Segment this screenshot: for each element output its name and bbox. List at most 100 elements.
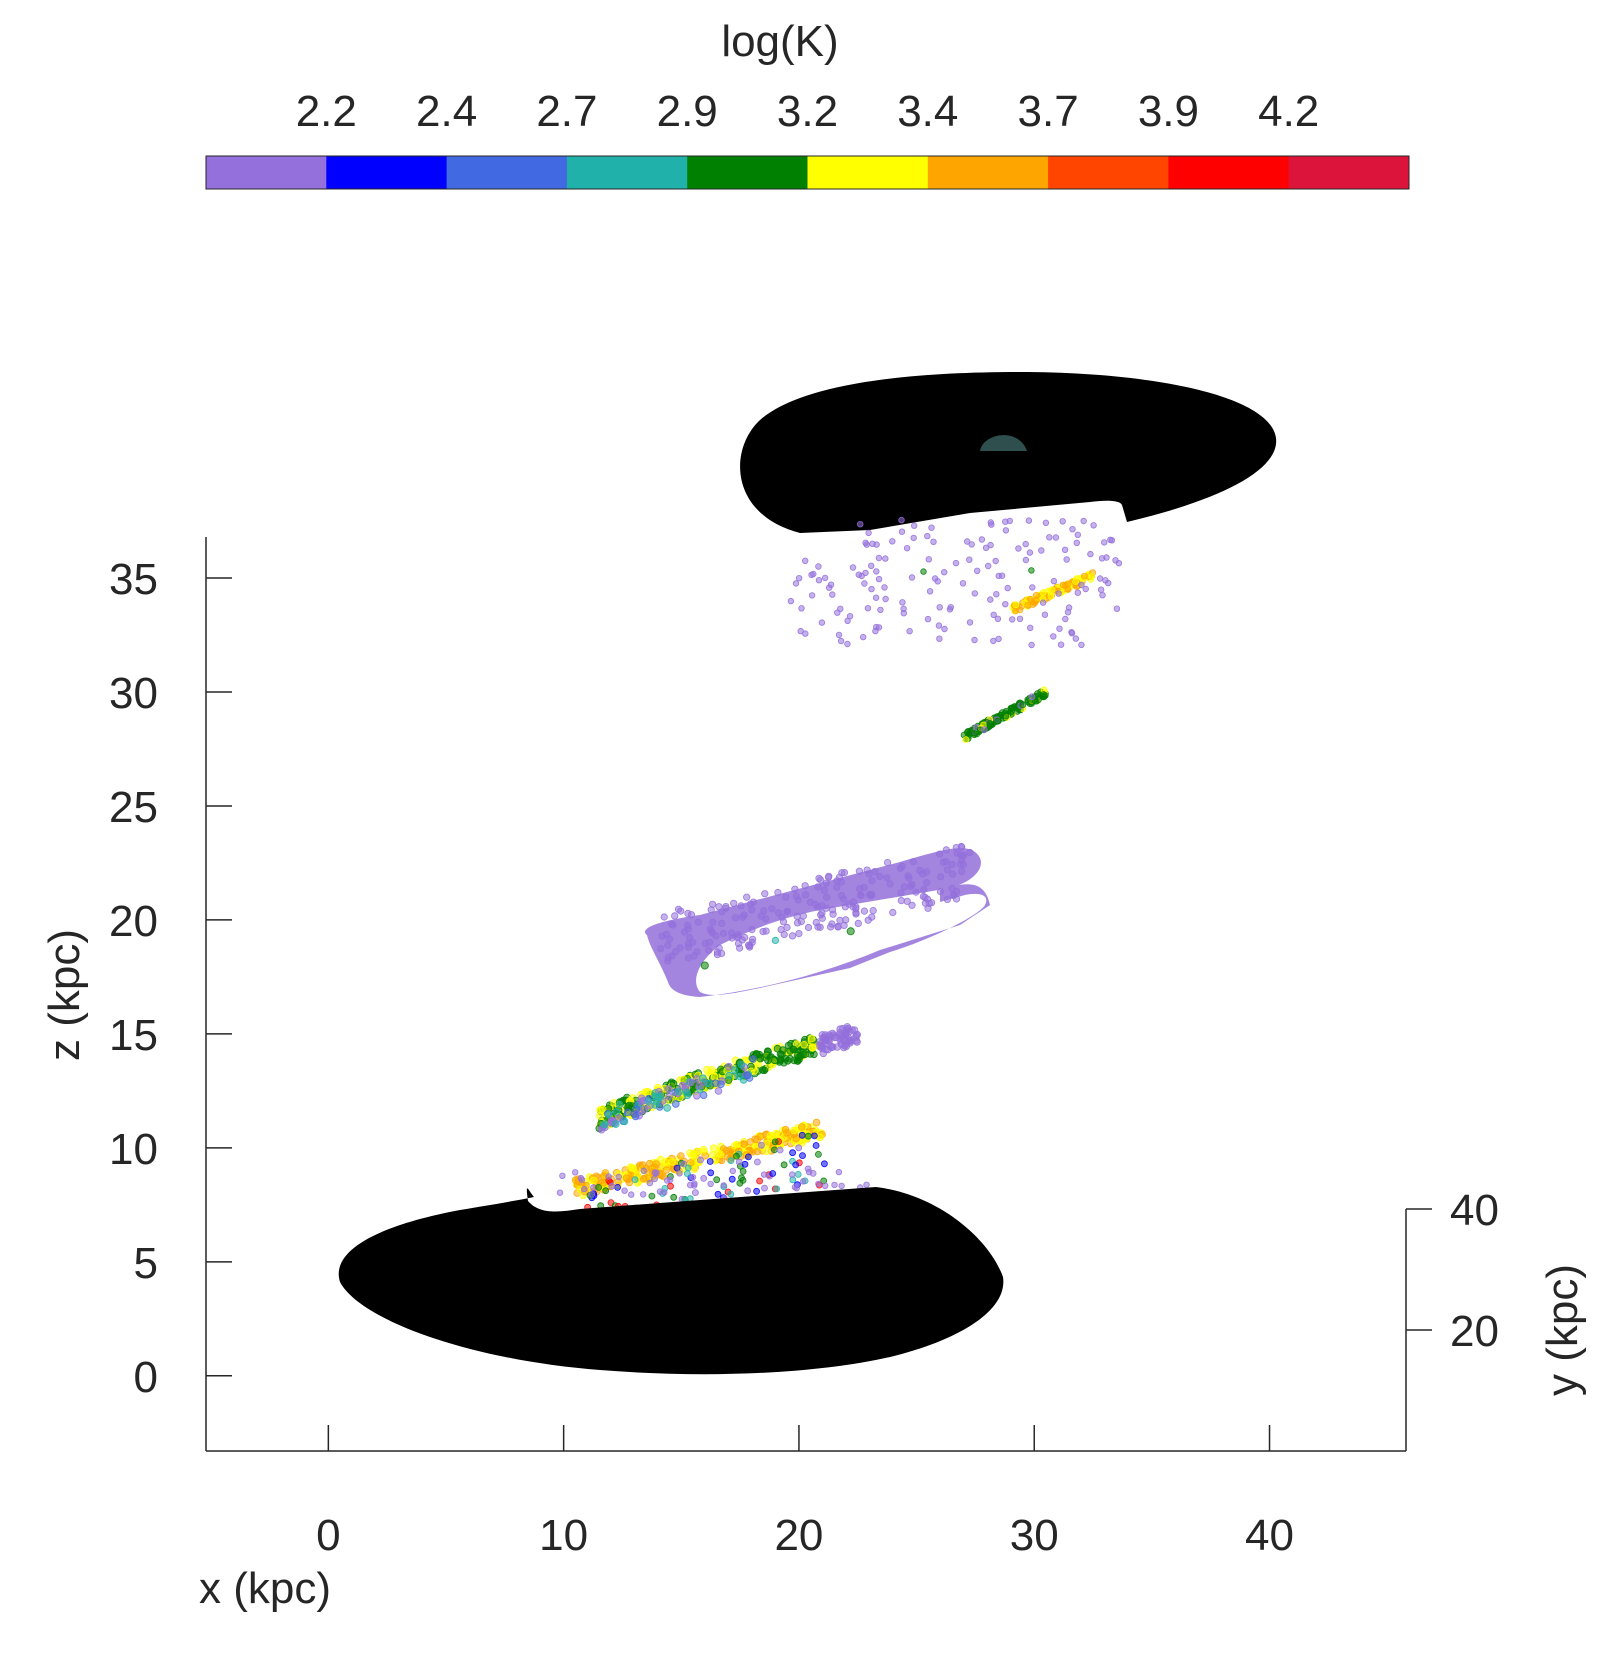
- stream-1-point: [753, 1147, 762, 1156]
- scatter-cloud-point: [1026, 549, 1034, 556]
- stream-3-point: [826, 923, 835, 931]
- scatter-cloud-point: [1046, 534, 1053, 541]
- stream-3-point: [836, 916, 844, 924]
- stream-3-point: [921, 899, 930, 907]
- stream-3-point: [771, 936, 780, 945]
- stream-3-point: [834, 923, 842, 931]
- stream-5-point: [1027, 595, 1034, 603]
- stream-5-point: [1032, 596, 1040, 604]
- scatter-cloud-point: [1099, 592, 1106, 599]
- stream-3-point: [674, 905, 683, 913]
- stream-2-point: [692, 1092, 701, 1100]
- scatter-cloud-point: [994, 615, 1002, 622]
- scatter-cloud-point: [875, 575, 883, 583]
- stream-1-point: [812, 1118, 821, 1127]
- x-axis-label: x (kpc): [199, 1564, 331, 1613]
- stream-1-point: [722, 1147, 731, 1155]
- stream-2-point: [793, 1051, 802, 1060]
- scatter-cloud-point: [898, 528, 906, 535]
- stream-1-point: [652, 1160, 660, 1168]
- stream-4-point: [986, 720, 994, 727]
- stream-3-point: [939, 858, 948, 867]
- stream-3-point: [823, 893, 831, 901]
- stream-3-point: [942, 846, 950, 854]
- stream-1-point: [640, 1167, 647, 1174]
- colorbar-frame: [205, 155, 1410, 190]
- stream-3-point: [923, 879, 931, 887]
- scatter-cloud-point: [908, 574, 916, 581]
- scatter-cloud-point: [1039, 599, 1047, 606]
- stream-3-point: [936, 887, 945, 896]
- scatter-cloud-point: [946, 606, 954, 613]
- scatter-cloud-point: [860, 633, 867, 641]
- stream-3-point: [943, 866, 952, 874]
- stream-2-point: [764, 1056, 772, 1065]
- scatter-cloud-point: [802, 557, 809, 564]
- scatter-cloud-point: [873, 541, 880, 548]
- scatter-cloud-point: [815, 577, 823, 584]
- stream-3-point: [795, 929, 803, 938]
- stream-1-point: [706, 1158, 714, 1165]
- stream-3-point: [791, 885, 799, 893]
- stream-2-point: [725, 1071, 733, 1080]
- upper-disk-shape: [740, 372, 1277, 533]
- scatter-cloud-point: [987, 541, 994, 549]
- scatter-cloud-point: [1097, 586, 1105, 593]
- stream-3-point: [889, 908, 897, 917]
- stream-1-point: [815, 1180, 822, 1188]
- stream-1-point: [811, 1132, 818, 1140]
- stream-1-point: [676, 1170, 683, 1177]
- stream-2-point: [665, 1092, 673, 1101]
- upper-disk: [740, 372, 1277, 533]
- stream-3-point: [849, 898, 858, 906]
- scatter-cloud-point: [990, 637, 997, 645]
- stream-3-point: [958, 867, 966, 876]
- z-tick-label: 20: [109, 897, 158, 946]
- stream-2-point: [671, 1100, 680, 1108]
- scatter-cloud-point: [862, 539, 869, 546]
- scatter-cloud-point: [1108, 537, 1116, 544]
- stream-1-point: [789, 1171, 796, 1178]
- scatter-cloud-point: [936, 604, 943, 611]
- stream-1-point: [646, 1179, 653, 1187]
- stream-2-point: [714, 1087, 723, 1095]
- stream-3-point: [783, 907, 791, 916]
- stream-4-point: [962, 736, 970, 743]
- scatter-cloud-point: [1112, 557, 1119, 564]
- stream-3-point: [709, 918, 717, 926]
- stream-1-point: [789, 1126, 798, 1135]
- stream-3-point: [952, 843, 960, 852]
- stream-5-point: [1047, 592, 1055, 600]
- stream-1-point: [697, 1156, 704, 1164]
- scatter-cloud-point: [1002, 601, 1009, 608]
- stream-3-point: [734, 931, 742, 939]
- stream-3-point: [783, 923, 791, 932]
- y-tick-label: 20: [1450, 1307, 1499, 1356]
- stream-1-point: [622, 1174, 631, 1182]
- scatter-cloud-point: [1072, 635, 1079, 642]
- scatter-cloud-point: [1055, 590, 1062, 597]
- scatter-cloud-point: [1016, 615, 1024, 622]
- scatter-cloud-point: [931, 575, 939, 582]
- colorbar-cell-6: [927, 156, 1049, 189]
- stream-1-point: [651, 1169, 659, 1176]
- stream-2-point: [831, 1033, 840, 1041]
- scatter-cloud-point: [1074, 531, 1081, 538]
- scatter-cloud-point: [1080, 517, 1087, 525]
- scatter-cloud-point: [1052, 534, 1060, 541]
- stream-2-point: [669, 1079, 678, 1088]
- stream-3-point: [793, 919, 802, 927]
- stream-3-point: [707, 906, 715, 914]
- scatter-cloud-point: [906, 628, 913, 635]
- stream-3-point: [869, 906, 877, 915]
- stream-2-point: [654, 1093, 662, 1102]
- scatter-cloud-point: [941, 625, 948, 633]
- stream-1-point: [729, 1167, 736, 1175]
- stream-3-point: [737, 902, 745, 910]
- scatter-cloud-point: [844, 617, 851, 624]
- stream-2-point: [807, 1034, 816, 1043]
- stream-1-point: [863, 1181, 870, 1188]
- stream-3-point: [820, 886, 829, 894]
- stream-3-point: [867, 892, 875, 900]
- stream-1-point: [799, 1152, 806, 1159]
